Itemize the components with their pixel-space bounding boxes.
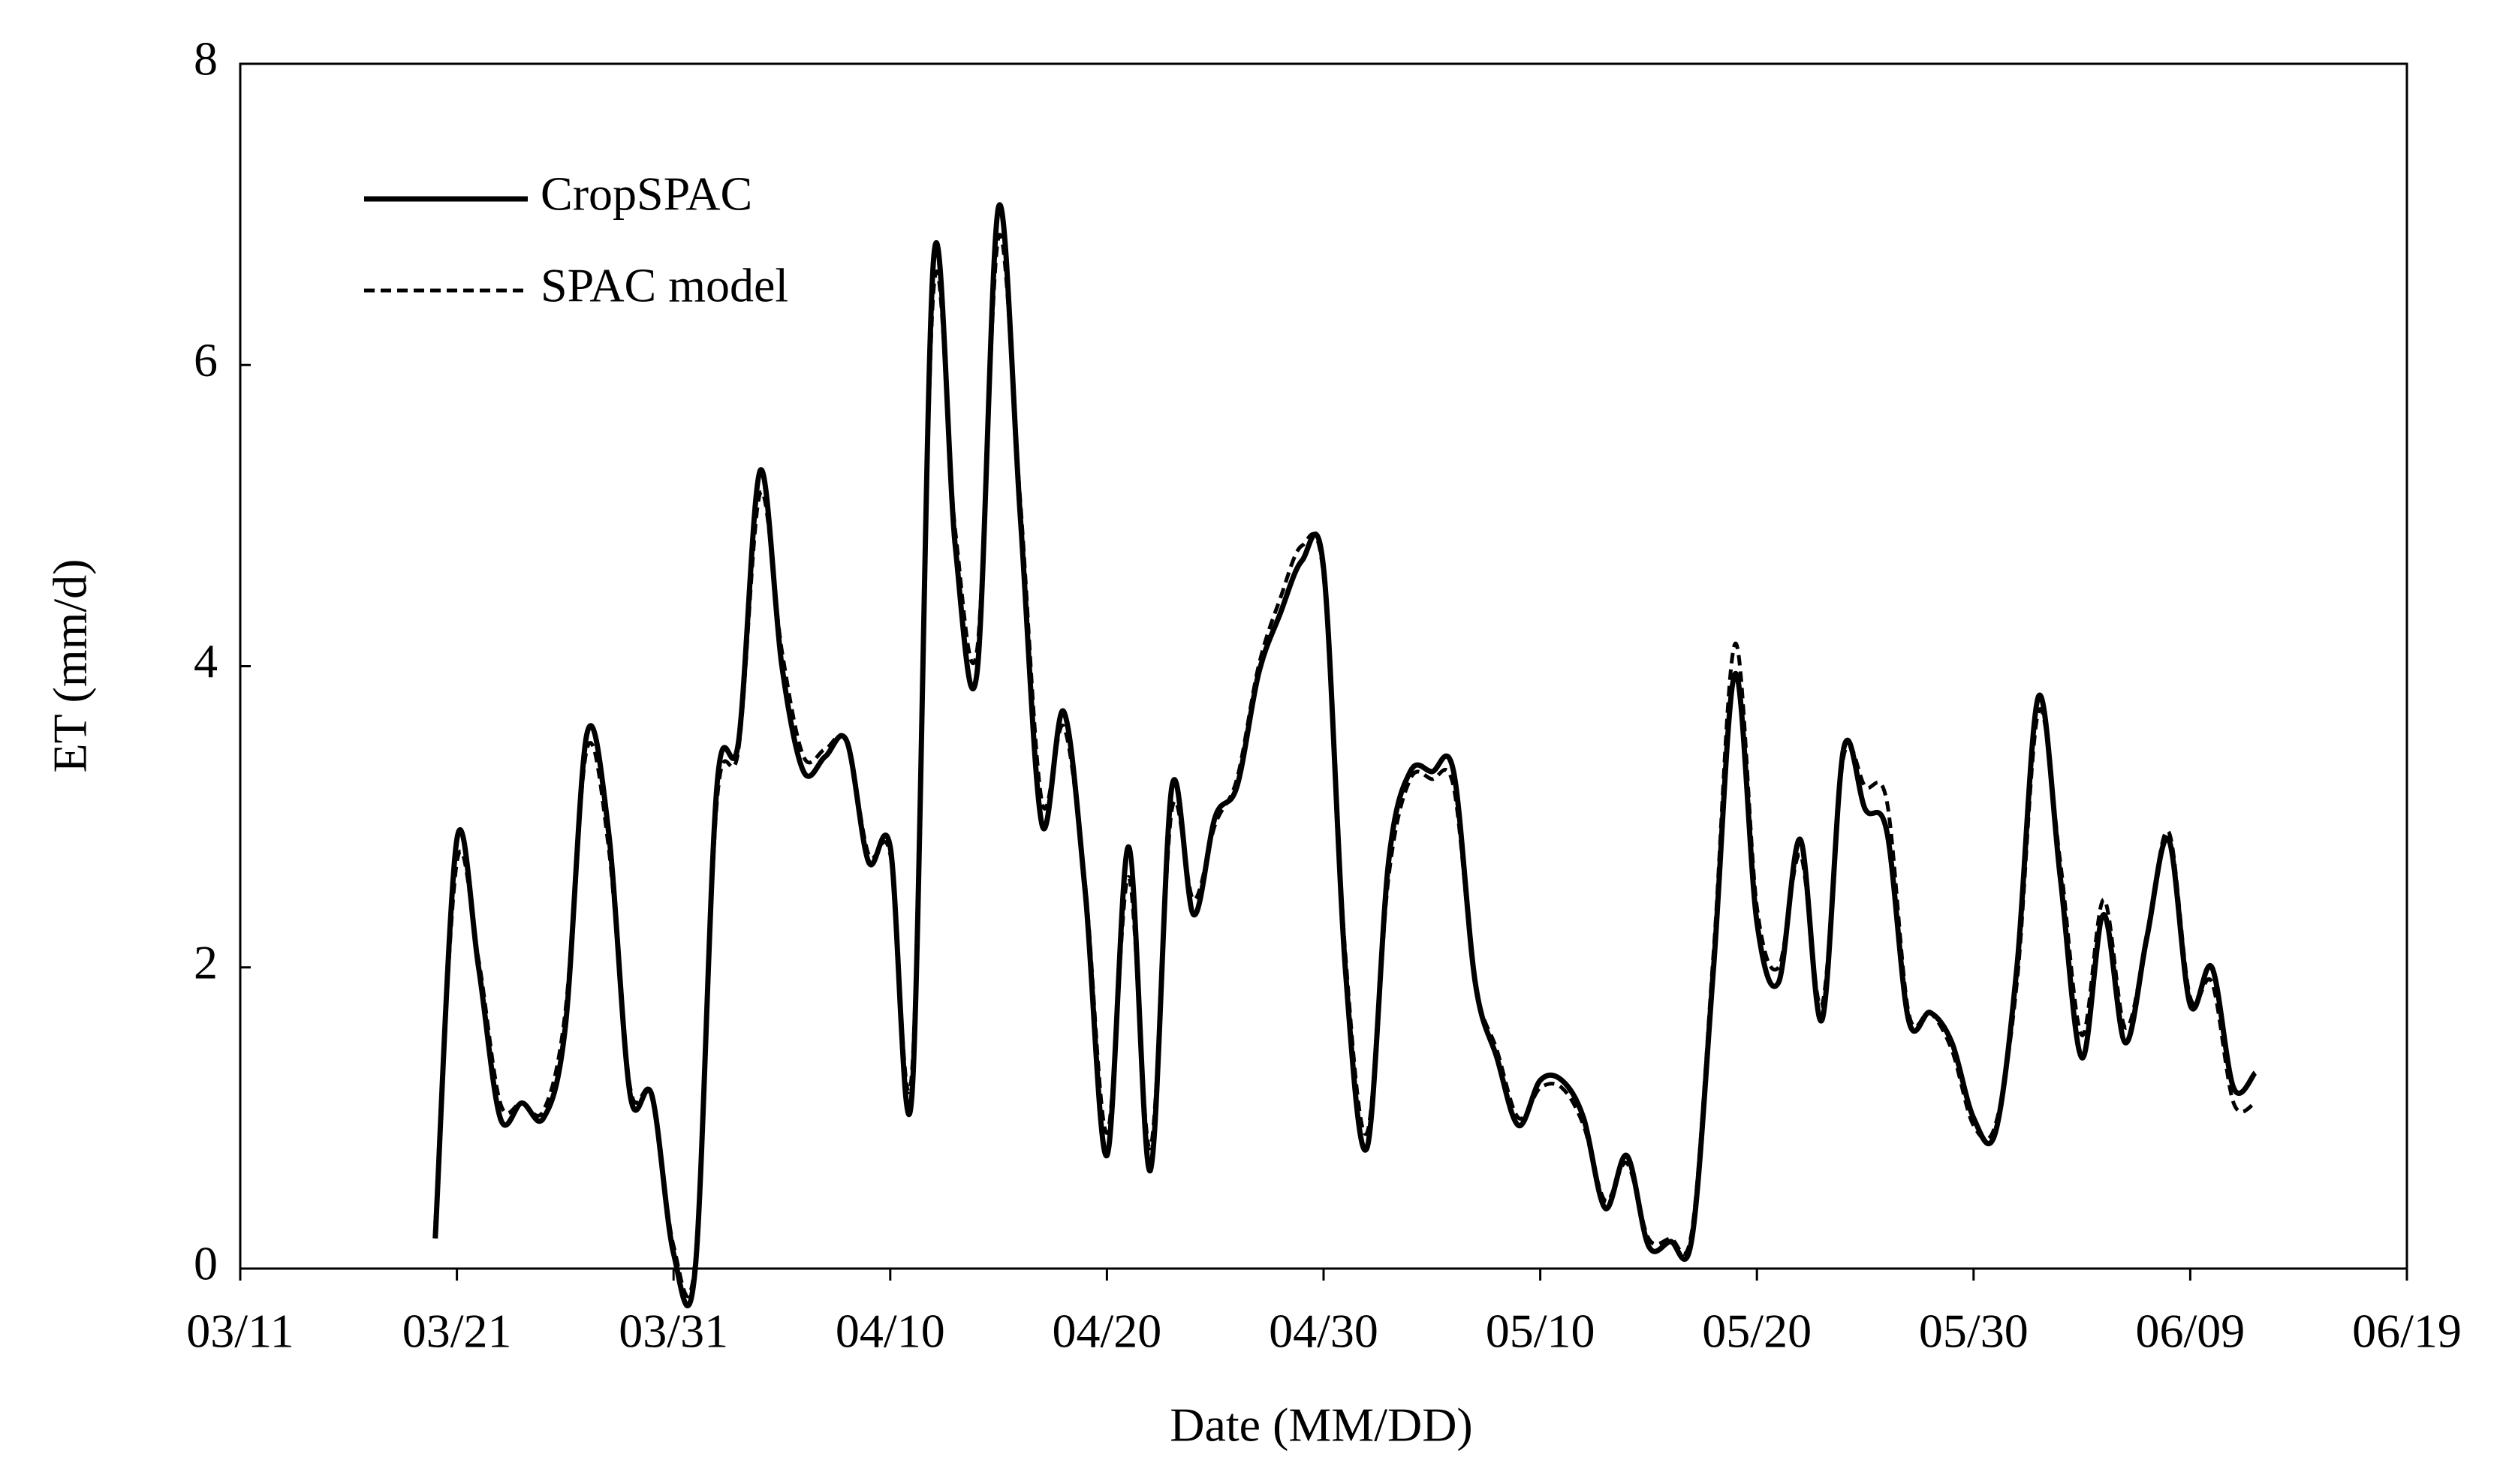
- x-tick-label: 05/10: [1486, 1305, 1595, 1358]
- x-tick-label: 04/10: [836, 1305, 945, 1358]
- series-line: [433, 233, 2257, 1299]
- y-axis-label: ET (mm/d): [44, 559, 97, 773]
- y-tick-label: 6: [194, 333, 218, 387]
- series-line: [432, 202, 2258, 1308]
- x-tick-label: 03/11: [186, 1305, 294, 1358]
- x-axis-label: Date (MM/DD): [1170, 1398, 1472, 1452]
- x-tick-label: 03/31: [619, 1305, 728, 1358]
- legend-label: SPAC model: [541, 259, 788, 312]
- legend-label: CropSPAC: [541, 167, 752, 221]
- x-tick-label: 06/19: [2352, 1305, 2462, 1358]
- plot-frame: [239, 62, 2408, 1270]
- x-tick-label: 03/21: [402, 1305, 512, 1358]
- x-tick-label: 06/09: [2136, 1305, 2246, 1358]
- y-tick-label: 8: [194, 32, 218, 86]
- y-tick-label: 4: [194, 634, 218, 688]
- y-tick-label: 0: [194, 1237, 218, 1290]
- x-tick-label: 04/20: [1053, 1305, 1162, 1358]
- x-tick-label: 05/20: [1702, 1305, 1812, 1358]
- y-tick-label: 2: [194, 935, 218, 989]
- x-tick-label: 05/30: [1919, 1305, 2029, 1358]
- x-tick-label: 04/30: [1269, 1305, 1378, 1358]
